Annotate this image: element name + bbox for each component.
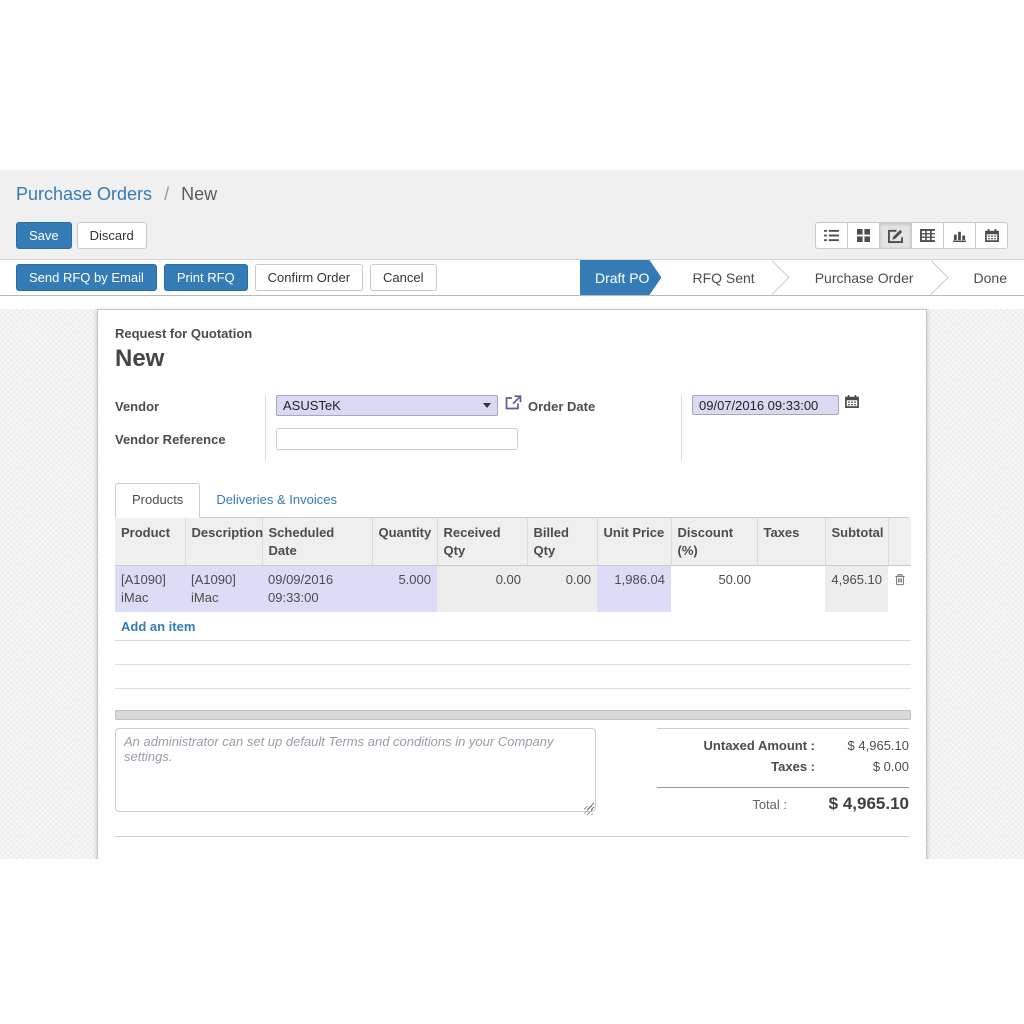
terms-notes-wrap xyxy=(115,727,596,820)
totals-panel: Untaxed Amount : $ 4,965.10 Taxes : $ 0.… xyxy=(657,727,909,820)
total-label: Total : xyxy=(752,796,787,812)
calendar-view-button[interactable] xyxy=(975,222,1008,249)
breadcrumb-separator: / xyxy=(164,184,170,204)
external-link-icon[interactable] xyxy=(505,395,522,410)
col-received-qty: Received Qty xyxy=(437,518,528,567)
stage-rfq-sent[interactable]: RFQ Sent xyxy=(692,269,755,286)
table-header-row: Product Description Scheduled Date Quant… xyxy=(115,518,911,567)
form-fields: Vendor Vendor Reference ASUSTeK xyxy=(115,395,909,461)
print-rfq-button[interactable]: Print RFQ xyxy=(163,264,248,291)
order-date-input[interactable] xyxy=(692,395,839,415)
col-scheduled-date: Scheduled Date xyxy=(262,518,373,567)
vendor-reference-label: Vendor Reference xyxy=(115,432,226,447)
kanban-view-button[interactable] xyxy=(847,222,880,249)
calendar-icon[interactable] xyxy=(845,395,859,408)
page-title: New xyxy=(115,345,165,372)
cell-taxes[interactable] xyxy=(757,566,825,612)
cell-discount[interactable]: 50.00 xyxy=(718,572,751,588)
products-table: Product Description Scheduled Date Quant… xyxy=(115,518,911,612)
cancel-button[interactable]: Cancel xyxy=(370,264,437,291)
col-unit-price: Unit Price xyxy=(597,518,672,567)
col-discount: Discount (%) xyxy=(671,518,758,567)
tab-products[interactable]: Products xyxy=(115,483,201,518)
breadcrumb-purchase-orders[interactable]: Purchase Orders xyxy=(16,184,153,204)
col-quantity: Quantity xyxy=(372,518,438,567)
total-value: $ 4,965.10 xyxy=(828,793,909,813)
tab-deliveries-invoices[interactable]: Deliveries & Invoices xyxy=(216,492,337,507)
control-panel: Purchase Orders / New Save Discard xyxy=(0,170,1024,259)
horizontal-scrollbar[interactable] xyxy=(115,709,911,720)
terms-and-conditions-textarea[interactable] xyxy=(115,727,596,812)
statusbar: Send RFQ by Email Print RFQ Confirm Orde… xyxy=(0,259,1024,296)
empty-table-row xyxy=(115,665,911,689)
totals-divider xyxy=(657,786,909,788)
stage-chevron-icon xyxy=(931,260,957,295)
col-description: Description xyxy=(185,518,263,567)
stage-done[interactable]: Done xyxy=(973,269,1007,286)
vendor-label: Vendor xyxy=(115,399,160,414)
untaxed-amount-label: Untaxed Amount : xyxy=(703,737,815,753)
view-switcher xyxy=(815,222,1008,249)
taxes-value: $ 0.00 xyxy=(872,758,909,774)
cell-received-qty: 0.00 xyxy=(437,565,527,612)
save-button[interactable]: Save xyxy=(16,222,72,249)
top-whitespace xyxy=(0,0,1024,170)
cell-unit-price[interactable]: 1,986.04 xyxy=(597,565,671,612)
list-icon xyxy=(824,229,839,242)
empty-table-row xyxy=(115,641,911,665)
stage-chevron-icon xyxy=(772,260,798,295)
col-billed-qty: Billed Qty xyxy=(527,518,598,567)
stage-draft-po[interactable]: Draft PO xyxy=(580,260,661,295)
vendor-reference-input[interactable] xyxy=(276,428,518,450)
list-view-button[interactable] xyxy=(815,222,848,249)
send-rfq-by-email-button[interactable]: Send RFQ by Email xyxy=(16,264,157,291)
pivot-view-button[interactable] xyxy=(911,222,944,249)
trash-icon xyxy=(894,573,905,586)
cell-billed-qty: 0.00 xyxy=(527,565,597,612)
delete-row-button[interactable] xyxy=(888,566,911,612)
breadcrumb-current: New xyxy=(181,184,218,204)
taxes-label: Taxes : xyxy=(771,758,815,774)
cell-subtotal: 4,965.10 xyxy=(825,565,888,612)
form-view-button[interactable] xyxy=(879,222,912,249)
order-date-label: Order Date xyxy=(528,399,596,414)
cell-quantity[interactable]: 5.000 xyxy=(372,565,437,612)
calendar-icon xyxy=(984,229,999,242)
sheet-subtitle: Request for Quotation xyxy=(115,326,253,341)
bar-chart-icon xyxy=(952,229,967,242)
add-an-item-link[interactable]: Add an item xyxy=(115,612,911,641)
untaxed-amount-value: $ 4,965.10 xyxy=(847,737,909,753)
pivot-grid-icon xyxy=(920,229,935,242)
graph-view-button[interactable] xyxy=(943,222,976,249)
stage-purchase-order[interactable]: Purchase Order xyxy=(814,269,914,286)
vendor-select-value: ASUSTeK xyxy=(283,398,341,413)
col-subtotal: Subtotal xyxy=(825,518,889,567)
cell-description[interactable]: [A1090] iMac xyxy=(185,565,262,612)
col-taxes: Taxes xyxy=(757,518,826,567)
col-actions xyxy=(888,518,911,567)
form-edit-icon xyxy=(888,229,903,243)
cell-product[interactable]: [A1090] iMac xyxy=(115,565,185,612)
vendor-select[interactable]: ASUSTeK xyxy=(276,395,498,416)
rfq-form-sheet: Request for Quotation New Vendor Vendor … xyxy=(97,309,927,863)
sheet-bottom-divider xyxy=(115,835,909,850)
confirm-order-button[interactable]: Confirm Order xyxy=(254,264,364,291)
breadcrumb: Purchase Orders / New xyxy=(16,184,1008,210)
discard-button[interactable]: Discard xyxy=(76,222,147,249)
notebook-tabs: Products Deliveries & Invoices xyxy=(115,483,909,518)
col-product: Product xyxy=(115,518,186,567)
caret-down-icon xyxy=(483,403,491,408)
status-pipeline: Draft PO RFQ Sent Purchase Order Done xyxy=(580,260,1024,295)
kanban-icon xyxy=(857,229,870,242)
table-row: [A1090] iMac [A1090] iMac 09/09/2016 09:… xyxy=(115,565,911,612)
form-background: Request for Quotation New Vendor Vendor … xyxy=(0,309,1024,863)
bottom-whitespace xyxy=(0,859,1024,1024)
cell-scheduled-date[interactable]: 09/09/2016 09:33:00 xyxy=(262,565,372,612)
